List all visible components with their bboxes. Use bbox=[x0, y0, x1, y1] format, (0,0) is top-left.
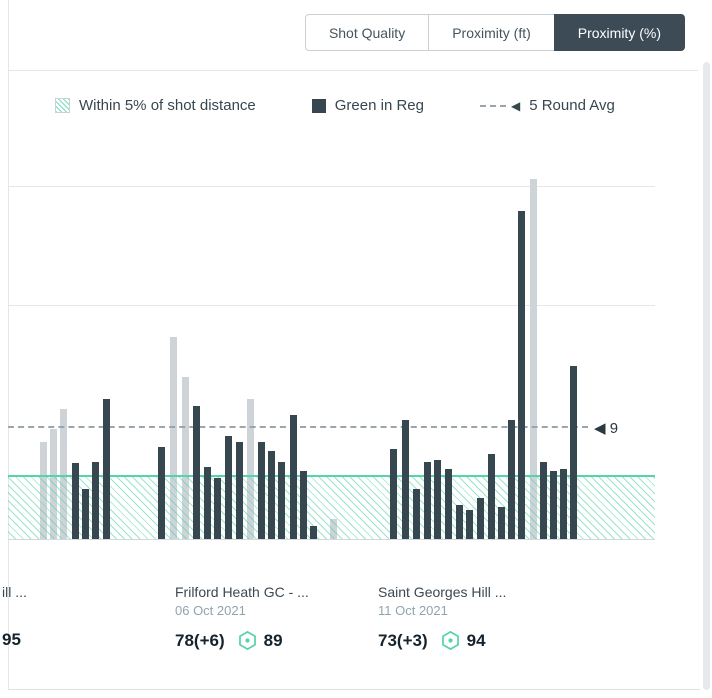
legend-5-round-avg: ◀ 5 Round Avg bbox=[479, 97, 615, 114]
bottom-divider bbox=[8, 689, 700, 690]
bar bbox=[60, 409, 67, 539]
bar bbox=[193, 405, 200, 539]
bar bbox=[402, 420, 409, 539]
bar bbox=[182, 377, 189, 539]
bar bbox=[488, 454, 495, 539]
legend-label-within: Within 5% of shot distance bbox=[79, 97, 256, 114]
bar bbox=[434, 459, 441, 539]
metric-toggle-group: Shot Quality Proximity (ft) Proximity (%… bbox=[304, 14, 685, 51]
round-score: 78(+6) bbox=[175, 630, 225, 650]
bar bbox=[424, 461, 431, 539]
round-summary[interactable]: ill ... 95 bbox=[2, 584, 27, 650]
course-name: Saint Georges Hill ... bbox=[378, 584, 507, 600]
avg-dash-icon bbox=[479, 104, 506, 107]
bar bbox=[72, 463, 79, 539]
green-in-reg-swatch-icon bbox=[311, 98, 326, 113]
five-round-avg-line bbox=[8, 426, 588, 429]
bar bbox=[477, 497, 484, 539]
bar bbox=[518, 211, 525, 539]
bar bbox=[247, 398, 254, 539]
bar bbox=[290, 414, 297, 539]
round-labels: ill ... 95 Frilford Heath GC - ... 06 Oc… bbox=[0, 584, 712, 670]
bar bbox=[268, 450, 275, 539]
hexagon-icon bbox=[441, 630, 459, 651]
proximity-bar-chart: ◀ 9 bbox=[8, 179, 655, 540]
arrow-left-icon: ◀ bbox=[510, 98, 521, 113]
toggle-shot-quality[interactable]: Shot Quality bbox=[304, 14, 430, 51]
chart-legend: Within 5% of shot distance Green in Reg … bbox=[55, 97, 615, 114]
bar bbox=[540, 461, 547, 539]
bar bbox=[214, 477, 221, 539]
legend-label-gir: Green in Reg bbox=[334, 97, 424, 114]
badge-value: 94 bbox=[466, 630, 486, 650]
round-score: 95 bbox=[2, 630, 21, 649]
bar bbox=[258, 441, 265, 539]
bar bbox=[278, 461, 285, 539]
bar bbox=[530, 179, 537, 539]
round-date: 11 Oct 2021 bbox=[378, 603, 448, 618]
bar bbox=[466, 510, 473, 539]
bar bbox=[560, 468, 567, 539]
bar bbox=[508, 420, 515, 539]
bar bbox=[456, 504, 463, 539]
five-round-avg-label: ◀ 9 bbox=[594, 420, 619, 438]
legend-label-avg: 5 Round Avg bbox=[529, 97, 615, 114]
bar bbox=[310, 526, 317, 539]
gridline bbox=[8, 186, 655, 188]
date-spacer bbox=[2, 603, 27, 619]
bar bbox=[82, 488, 89, 539]
bar bbox=[550, 470, 557, 539]
hatch-swatch-icon bbox=[55, 98, 70, 113]
bar bbox=[204, 467, 211, 539]
within-5pct-band bbox=[8, 475, 655, 540]
course-name: ill ... bbox=[2, 584, 27, 600]
bar bbox=[170, 337, 177, 539]
gridline bbox=[8, 305, 655, 306]
bar bbox=[413, 488, 420, 539]
bar bbox=[236, 441, 243, 539]
toggle-proximity-ft[interactable]: Proximity (ft) bbox=[428, 14, 555, 51]
bar bbox=[498, 506, 505, 539]
badge-value: 89 bbox=[263, 630, 283, 650]
proximity-badge: 89 bbox=[237, 630, 283, 651]
bar bbox=[92, 461, 99, 539]
toggle-proximity-pct[interactable]: Proximity (%) bbox=[553, 14, 685, 51]
round-summary[interactable]: Frilford Heath GC - ... 06 Oct 2021 78(+… bbox=[175, 584, 309, 651]
bar bbox=[300, 470, 307, 539]
vertical-scrollbar[interactable] bbox=[703, 62, 710, 690]
bar bbox=[158, 447, 165, 539]
panel-left-border bbox=[8, 0, 9, 690]
legend-green-in-reg: Green in Reg bbox=[311, 97, 424, 114]
bar bbox=[390, 449, 397, 539]
x-axis-baseline bbox=[8, 539, 655, 540]
bar bbox=[225, 436, 232, 539]
legend-within-5pct: Within 5% of shot distance bbox=[55, 97, 256, 114]
round-date: 06 Oct 2021 bbox=[175, 603, 246, 618]
proximity-badge: 94 bbox=[440, 630, 486, 651]
round-summary[interactable]: Saint Georges Hill ... 11 Oct 2021 73(+3… bbox=[378, 584, 506, 651]
bar bbox=[445, 468, 452, 539]
round-score: 73(+3) bbox=[378, 630, 428, 650]
course-name: Frilford Heath GC - ... bbox=[175, 584, 309, 600]
bar bbox=[103, 398, 110, 539]
hexagon-icon bbox=[238, 630, 256, 651]
bar bbox=[570, 366, 577, 539]
header-divider bbox=[8, 70, 698, 71]
